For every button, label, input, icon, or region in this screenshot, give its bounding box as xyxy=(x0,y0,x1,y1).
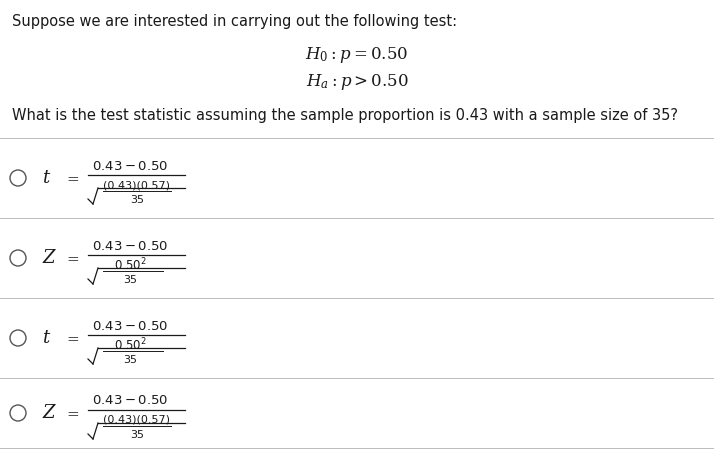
Text: $\mathregular{0.43-0.50}$: $\mathregular{0.43-0.50}$ xyxy=(92,159,169,172)
Text: $Z$: $Z$ xyxy=(42,249,57,267)
Text: $=$: $=$ xyxy=(64,406,80,420)
Text: $=$: $=$ xyxy=(64,171,80,185)
Text: 35: 35 xyxy=(130,195,144,205)
Text: (0.43)(0.57): (0.43)(0.57) xyxy=(104,180,171,190)
Text: $\mathregular{0.50^2}$: $\mathregular{0.50^2}$ xyxy=(114,337,146,353)
Text: (0.43)(0.57): (0.43)(0.57) xyxy=(104,415,171,425)
Text: $Z$: $Z$ xyxy=(42,404,57,422)
Text: $\mathregular{0.43-0.50}$: $\mathregular{0.43-0.50}$ xyxy=(92,320,169,333)
Text: 35: 35 xyxy=(123,275,137,285)
Text: $=$: $=$ xyxy=(64,251,80,265)
Text: $t$: $t$ xyxy=(42,329,51,347)
Text: $H_a : p > 0.50$: $H_a : p > 0.50$ xyxy=(306,72,408,92)
Text: Suppose we are interested in carrying out the following test:: Suppose we are interested in carrying ou… xyxy=(12,14,457,29)
Text: $t$: $t$ xyxy=(42,169,51,187)
Text: 35: 35 xyxy=(123,355,137,365)
Text: $=$: $=$ xyxy=(64,331,80,345)
Text: $\mathregular{0.43-0.50}$: $\mathregular{0.43-0.50}$ xyxy=(92,239,169,252)
Text: $H_0 : p = 0.50$: $H_0 : p = 0.50$ xyxy=(306,45,408,65)
Text: 35: 35 xyxy=(130,430,144,440)
Text: What is the test statistic assuming the sample proportion is 0.43 with a sample : What is the test statistic assuming the … xyxy=(12,108,678,123)
Text: $\mathregular{0.50^2}$: $\mathregular{0.50^2}$ xyxy=(114,256,146,273)
Text: $\mathregular{0.43-0.50}$: $\mathregular{0.43-0.50}$ xyxy=(92,395,169,408)
